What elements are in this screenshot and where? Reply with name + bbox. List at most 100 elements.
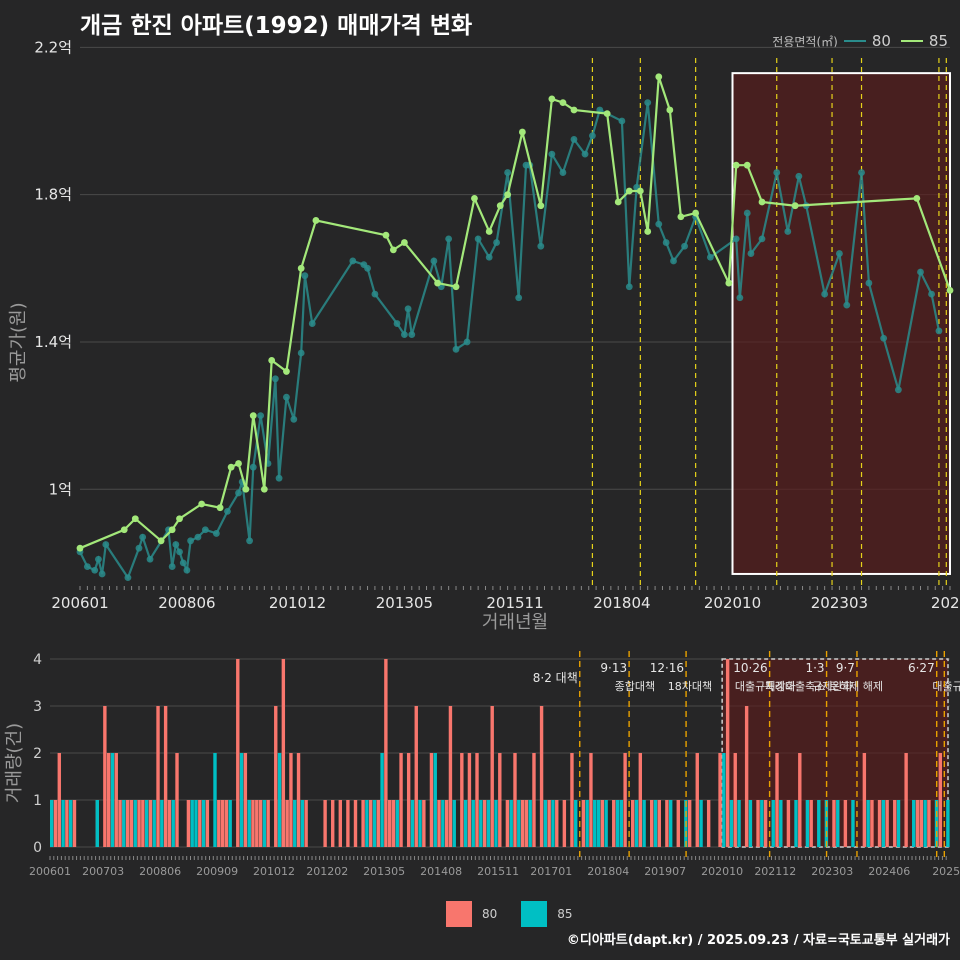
data-point-80 [176, 548, 183, 556]
bar-85 [144, 800, 149, 847]
bar-85 [836, 800, 840, 847]
policy-sublabel: 규제완화 [812, 680, 852, 693]
bar-85 [604, 800, 608, 847]
policy-label: 6·27 [908, 661, 935, 675]
data-point-80 [662, 239, 670, 246]
bar-85 [794, 800, 798, 847]
data-point-80 [430, 257, 438, 265]
bar-80 [368, 800, 373, 847]
bar-85 [760, 800, 764, 847]
bar-80 [163, 706, 168, 847]
bar-80 [217, 800, 221, 847]
bar-80 [414, 706, 418, 847]
bar-80 [744, 706, 749, 847]
y-tick-label: 3 [33, 699, 42, 715]
bar-85 [433, 753, 437, 847]
data-point-85 [312, 217, 320, 224]
bar-85 [946, 800, 950, 847]
bar-80 [399, 753, 403, 847]
data-point-85 [614, 198, 622, 206]
y-tick-label: 2 [33, 746, 42, 762]
x-tick-label: 202010 [701, 865, 743, 878]
data-point-80 [732, 235, 740, 243]
bar-85 [551, 800, 555, 847]
bar-80 [243, 753, 248, 847]
bar-80 [786, 800, 791, 847]
data-point-80 [301, 272, 309, 280]
bar-80 [331, 800, 335, 847]
bar-80 [323, 800, 327, 847]
bar-85 [410, 800, 415, 847]
bar-80 [915, 800, 920, 847]
bar-85 [866, 800, 870, 847]
bar-85 [110, 753, 115, 847]
bar-80 [539, 706, 544, 847]
bar-80 [665, 800, 669, 847]
data-point-80 [275, 474, 283, 482]
bar-85 [699, 800, 703, 847]
bar-80 [877, 800, 882, 847]
bar-80 [756, 800, 760, 847]
y-axis-title: 거래량(건) [4, 723, 25, 803]
data-point-80 [463, 338, 471, 346]
x-tick-label: 202112 [754, 865, 796, 878]
bar-80 [555, 800, 559, 847]
policy-label: 9·13 [600, 661, 627, 675]
bar-80 [387, 800, 392, 847]
data-point-80 [644, 99, 652, 107]
bar-80 [581, 800, 586, 847]
x-tick-label: 2025 [931, 594, 960, 612]
bar-85 [463, 800, 468, 847]
bar-80 [513, 753, 517, 847]
bar-80 [638, 753, 643, 847]
bar-85 [152, 800, 156, 847]
data-point-85 [692, 209, 700, 217]
data-point-80 [559, 169, 567, 176]
bar-80 [919, 800, 924, 847]
bar-85 [881, 800, 886, 847]
bar-85 [486, 800, 491, 847]
bar-85 [372, 800, 377, 847]
bar-80 [198, 800, 202, 847]
data-point-85 [559, 99, 567, 107]
y-tick-label: 2.2억 [34, 38, 72, 56]
data-point-85 [636, 187, 644, 195]
bar-80 [775, 753, 779, 847]
bar-85 [771, 800, 775, 847]
data-point-85 [452, 283, 460, 291]
bar-80 [186, 800, 191, 847]
bar-80 [125, 800, 130, 847]
data-point-85 [548, 95, 556, 103]
bar-85 [912, 800, 916, 847]
data-point-85 [283, 368, 290, 375]
data-point-80 [681, 242, 688, 250]
policy-sublabel: 대출규 [932, 680, 960, 693]
data-point-80 [212, 530, 220, 537]
data-point-85 [655, 73, 663, 81]
data-point-85 [227, 463, 235, 471]
bar-80 [118, 800, 122, 847]
bar-80 [72, 800, 77, 847]
data-point-85 [666, 106, 674, 114]
bar-80 [304, 800, 308, 847]
bar-80 [437, 800, 441, 847]
bar-85 [133, 800, 137, 847]
y-tick-label: 4 [33, 652, 42, 668]
x-tick-label: 202303 [811, 594, 868, 612]
data-point-80 [371, 290, 379, 298]
bar-80 [384, 659, 388, 847]
x-tick-label: 201012 [269, 594, 326, 612]
data-point-80 [408, 331, 416, 338]
bar-85 [50, 800, 54, 847]
bar-85 [194, 800, 198, 847]
bar-85 [247, 800, 251, 847]
data-point-80 [401, 331, 408, 338]
bar-80 [296, 753, 301, 847]
x-tick-label: 200806 [158, 594, 215, 612]
bar-80 [289, 753, 293, 847]
data-point-80 [168, 563, 176, 570]
data-point-80 [445, 235, 453, 243]
bar-85 [634, 800, 639, 847]
volume-bar-chart: 0 1 2 3 4 8·2 대책 9·13 종합대책 12·16 18차대책 10·26 대출규제강화… [4, 651, 960, 878]
data-point-80 [581, 150, 589, 158]
